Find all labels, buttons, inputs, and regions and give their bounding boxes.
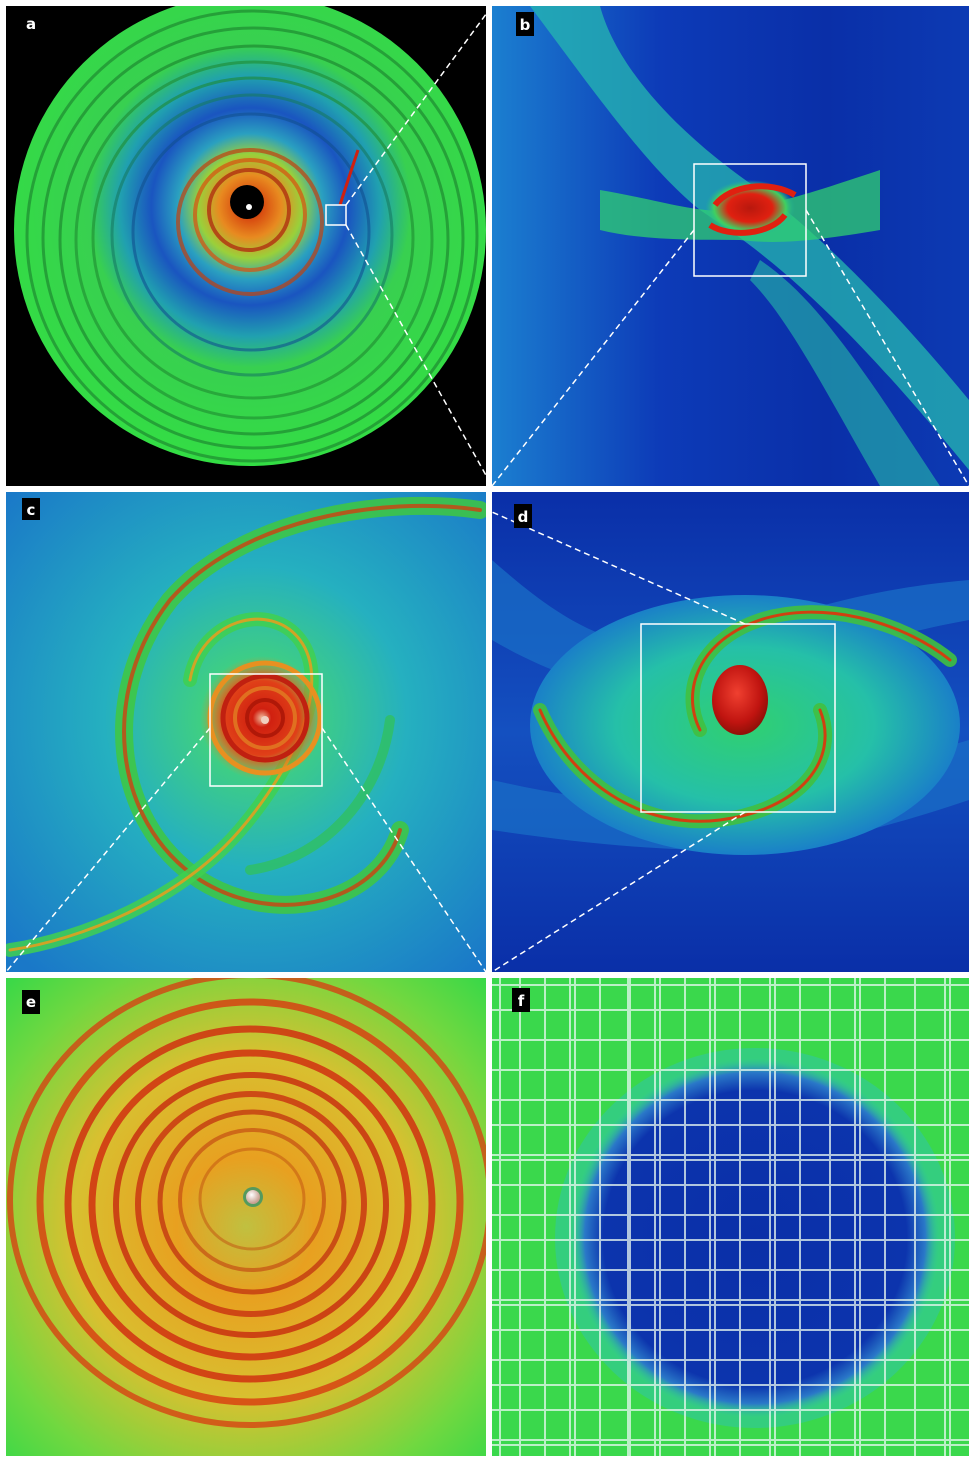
panel-b [492,6,969,486]
central-star [246,204,252,210]
panel-f [492,978,969,1456]
spiral-arms-d [533,605,957,829]
spiral-arm-b3 [750,260,940,486]
zoom-box-a [325,204,347,226]
core-arm-b2 [708,212,788,236]
zoom-box-b [693,163,807,277]
panel-label-d: d [514,504,532,528]
mesh-grid [492,978,969,1456]
label-a-text: a [26,15,36,33]
panel-e [6,978,486,1456]
central-hole [230,185,264,219]
planet-e [246,1190,260,1204]
panel-label-f: f [512,988,530,1012]
label-b-text: b [520,16,531,34]
panel-label-c: c [22,498,40,520]
label-c-text: c [27,501,36,519]
label-f-text: f [518,992,525,1010]
label-d-text: d [518,508,529,526]
disk-rings [25,9,479,463]
protoplanet-tail [338,149,360,206]
panel-label-a: a [22,12,40,34]
zoom-box-c [209,673,323,787]
spiral-arm-b2 [600,170,880,242]
panel-label-e: e [22,990,40,1014]
planet-core-d [712,665,768,735]
label-e-text: e [26,993,36,1011]
panel-b-background [492,6,969,486]
panel-label-b: b [516,12,534,36]
zoom-box-d [640,623,836,813]
panel-a [6,6,486,486]
panel-labels: a b c d e f [22,12,534,1014]
blob-f [570,1058,940,1418]
accretion-disk [14,6,486,466]
zoom-connectors [5,5,969,973]
spiral-rings-e [7,978,486,1428]
panel-d [492,492,969,972]
core-arm-b1 [712,183,797,207]
panel-c [6,492,486,972]
planet-center-c [261,716,269,724]
